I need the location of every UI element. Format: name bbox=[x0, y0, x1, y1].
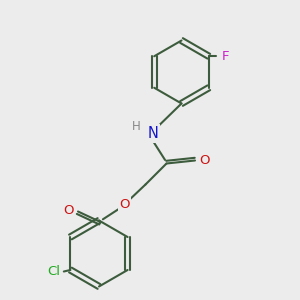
Text: O: O bbox=[119, 197, 130, 211]
Text: N: N bbox=[148, 126, 158, 141]
Text: O: O bbox=[200, 154, 210, 167]
Text: H: H bbox=[132, 119, 141, 133]
Text: O: O bbox=[63, 203, 74, 217]
Text: Cl: Cl bbox=[47, 265, 60, 278]
Text: F: F bbox=[221, 50, 229, 63]
